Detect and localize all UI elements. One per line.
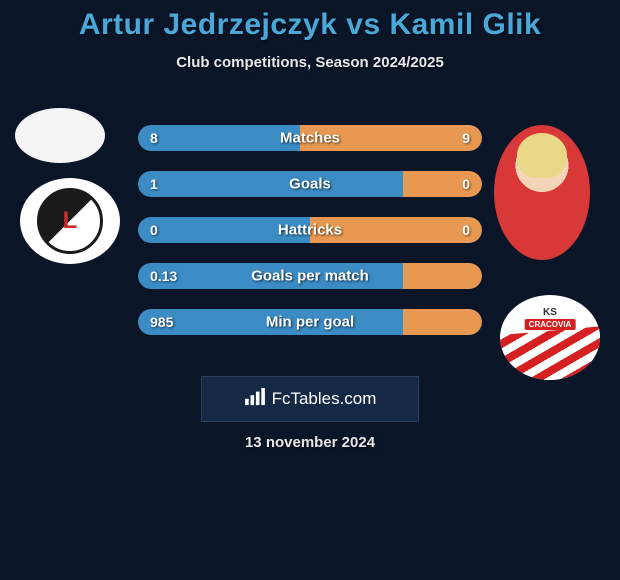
stat-value-left: 8: [150, 130, 158, 146]
chart-icon: [244, 388, 266, 411]
player-left-photo: [15, 108, 105, 163]
stat-label: Min per goal: [266, 314, 354, 331]
bar-left: [138, 171, 403, 197]
stat-value-left: 985: [150, 314, 173, 330]
stat-value-left: 0: [150, 222, 158, 238]
stat-row: 0.13 Goals per match: [138, 263, 482, 289]
stat-value-right: 0: [462, 222, 470, 238]
comparison-title: Artur Jedrzejczyk vs Kamil Glik: [0, 8, 620, 42]
bar-right: [403, 309, 482, 335]
player-right-photo: [494, 125, 590, 260]
bar-left: [138, 125, 300, 151]
club-right-logo: CRACOVIA: [500, 295, 600, 380]
club-right-label: CRACOVIA: [525, 319, 576, 330]
stat-label: Goals: [289, 176, 331, 193]
footer-date: 13 november 2024: [245, 434, 375, 451]
club-left-logo: [20, 178, 120, 264]
stat-label: Matches: [280, 130, 340, 147]
stat-value-right: 9: [462, 130, 470, 146]
stat-row: 0 0 Hattricks: [138, 217, 482, 243]
bar-right: [403, 263, 482, 289]
stat-label: Goals per match: [251, 268, 369, 285]
stat-row: 1 0 Goals: [138, 171, 482, 197]
stat-value-left: 1: [150, 176, 158, 192]
season-subtitle: Club competitions, Season 2024/2025: [0, 54, 620, 71]
stat-label: Hattricks: [278, 222, 342, 239]
stat-value-left: 0.13: [150, 268, 177, 284]
footer-branding: FcTables.com: [201, 376, 419, 422]
stat-row: 8 9 Matches: [138, 125, 482, 151]
footer-site: FcTables.com: [272, 389, 377, 409]
stat-row: 985 Min per goal: [138, 309, 482, 335]
stats-container: 8 9 Matches 1 0 Goals 0 0 Hattricks 0.13 Goals per…: [138, 125, 482, 355]
stat-value-right: 0: [462, 176, 470, 192]
